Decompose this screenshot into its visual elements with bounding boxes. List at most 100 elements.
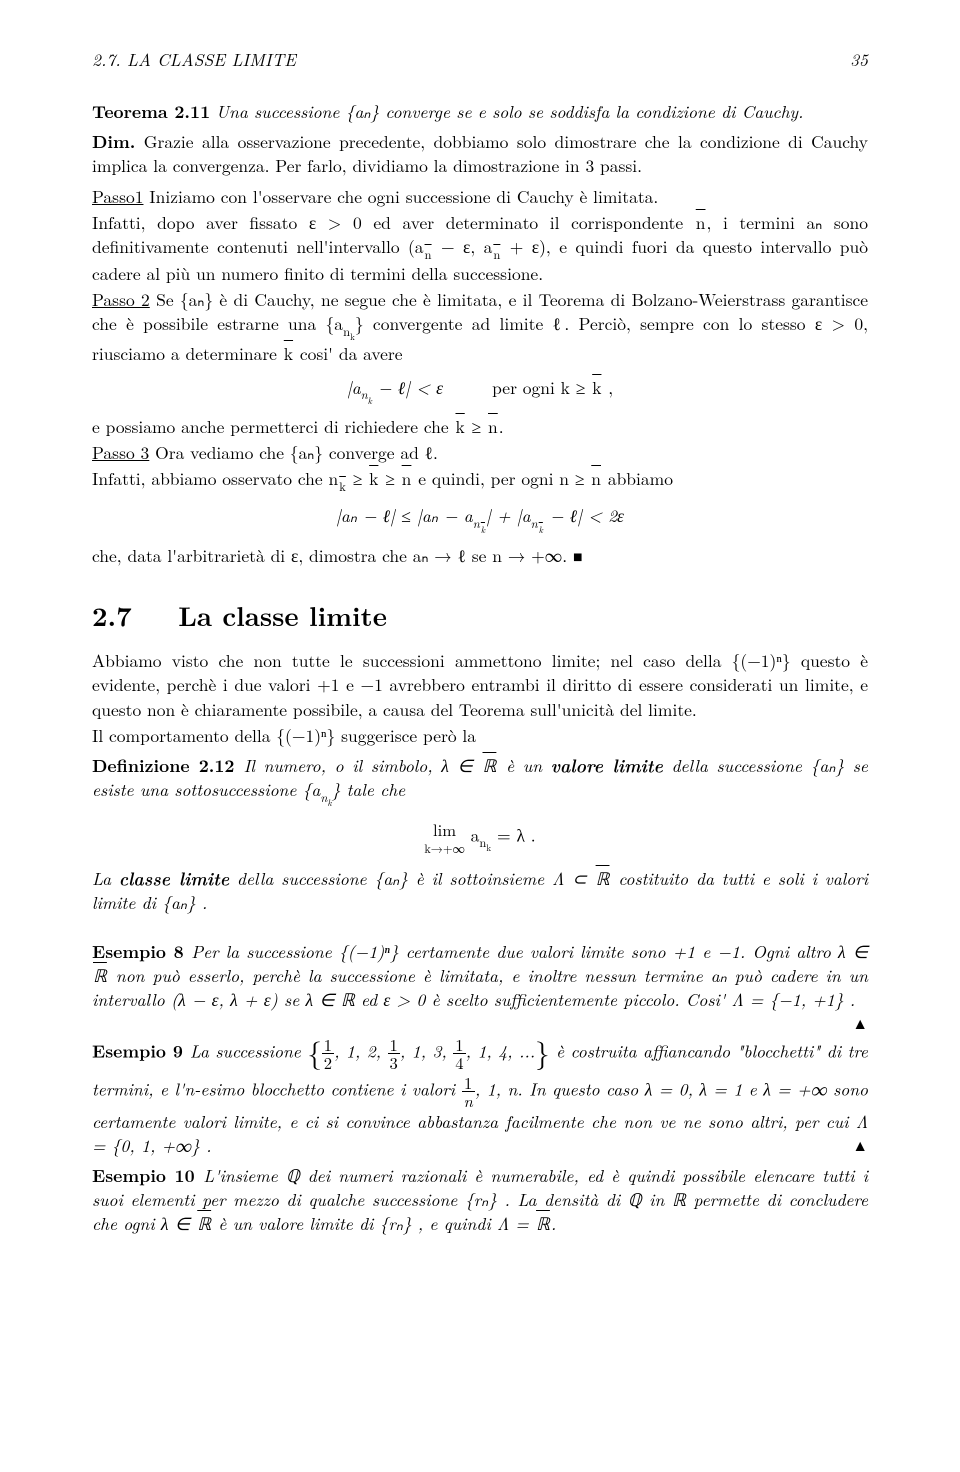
triangle-icon: ▲: [852, 1134, 868, 1156]
R: ℝ: [672, 1187, 686, 1212]
text: ≥: [466, 414, 487, 439]
text: , 1, 4, ...: [466, 1038, 536, 1063]
passo1-rest: Iniziamo con l'osservare che ogni succes…: [149, 184, 658, 209]
text: per ogni k ≥: [492, 375, 591, 400]
esempio8-label: Esempio 8: [92, 939, 191, 964]
display-eq-1: |ank − ℓ| < εper ogni k ≥ k ,: [92, 376, 868, 406]
text: k→+∞: [424, 840, 465, 857]
definition: Definizione 2.12 Il numero, o il simbolo…: [92, 754, 868, 808]
kbar: k: [283, 341, 294, 366]
esempio-8: Esempio 8 Per la successione {(−1)ⁿ} cer…: [92, 940, 868, 1012]
text: = λ .: [491, 822, 535, 847]
page-header: 2.7. LA CLASSE LIMITE 35: [92, 48, 868, 72]
Rbar: ℝ: [196, 1212, 212, 1236]
qed-icon: ■: [573, 544, 583, 567]
header-left: 2.7. LA CLASSE LIMITE: [92, 48, 296, 72]
text: della successione {aₙ} è il sottoinsieme…: [229, 866, 594, 891]
text: è un valore limite di {rₙ} , e quindi Λ …: [212, 1211, 535, 1236]
passo3-label: Passo 3: [92, 440, 149, 465]
text: , 1, 2,: [334, 1038, 387, 1063]
text: La successione: [190, 1038, 307, 1063]
theorem-label: Teorema 2.11: [92, 99, 210, 124]
nk-sub: nk: [320, 788, 331, 806]
kbar: k: [368, 466, 379, 491]
def2-strong: classe limite: [119, 866, 229, 891]
nk-sub: nk: [479, 833, 491, 851]
passo2: Passo 2 Se {aₙ} è di Cauchy, ne segue ch…: [92, 288, 868, 366]
section-p2: Il comportamento della {(−1)ⁿ} suggerisc…: [92, 724, 868, 748]
text: ≥: [347, 466, 368, 491]
text: e quindi, per ogni n ≥: [412, 466, 590, 491]
text: L'insieme: [203, 1163, 286, 1188]
nbar: n: [401, 466, 413, 491]
page-number: 35: [850, 48, 868, 72]
definition-2: La classe limite della successione {aₙ} …: [92, 867, 868, 915]
R: ℝ: [341, 987, 355, 1012]
text: , 1, 3,: [400, 1038, 453, 1063]
text: ,: [602, 375, 613, 400]
kbar: k: [591, 375, 602, 400]
proof-intro: Dim. Grazie alla osservazione precedente…: [92, 130, 868, 178]
display-eq-3: lim k→+∞ ank = λ .: [92, 818, 868, 858]
esempio-10: Esempio 10 L'insieme ℚ dei numeri razion…: [92, 1164, 868, 1236]
passo3: Passo 3 Ora vediamo che {aₙ} converge ad…: [92, 441, 868, 465]
Q: ℚ: [286, 1163, 300, 1188]
text: − ε, a: [433, 234, 493, 259]
section-heading: 2.7 La classe limite: [92, 596, 868, 633]
nbar-sub: n: [492, 245, 501, 263]
Rbar: ℝ: [535, 1212, 551, 1236]
text: } tale che: [332, 777, 406, 802]
spacer: [92, 922, 868, 940]
nkbar-sub: nk: [473, 514, 486, 532]
den: 3: [388, 1054, 400, 1071]
text: cosi' da avere: [294, 341, 403, 366]
text: .: [551, 1211, 556, 1236]
den: 2: [322, 1054, 334, 1071]
nbar-sub: n: [424, 245, 433, 263]
Rbar: ℝ: [92, 964, 108, 988]
text: ed ε > 0 è scelto sufficientemente picco…: [355, 987, 855, 1012]
esempio-9: Esempio 9 La successione {12, 1, 2, 13, …: [92, 1034, 868, 1158]
text: che, data l'arbitrarietà di ε, dimostra …: [92, 543, 573, 568]
nbar: n: [487, 414, 499, 439]
text: .: [499, 414, 504, 439]
theorem: Teorema 2.11 Una successione {aₙ} conver…: [92, 100, 868, 124]
text: |aₙ − ℓ| ≤ |aₙ − a: [336, 503, 473, 528]
dim-label: Dim.: [92, 129, 135, 154]
passo3-rest: Ora vediamo che {aₙ} converge ad ℓ.: [155, 440, 438, 465]
text: La: [92, 866, 119, 891]
text: è un: [497, 753, 550, 778]
passo1: Passo1 Iniziamo con l'osservare che ogni…: [92, 185, 868, 209]
text: Il numero, o il simbolo, λ ∈: [244, 753, 482, 778]
nk-sub: nk: [361, 385, 372, 403]
section-number: 2.7: [92, 595, 132, 634]
page: 2.7. LA CLASSE LIMITE 35 Teorema 2.11 Un…: [0, 0, 960, 1472]
display-eq-2: |aₙ − ℓ| ≤ |aₙ − ank| + |ank − ℓ| < 2ε: [92, 504, 868, 534]
kbar-sub: k: [338, 477, 347, 495]
proof-end: che, data l'arbitrarietà di ε, dimostra …: [92, 544, 868, 568]
text: e possiamo anche permetterci di richiede…: [92, 414, 454, 439]
dim-p1: Grazie alla osservazione precedente, dob…: [92, 129, 868, 178]
post-display-1: e possiamo anche permetterci di richiede…: [92, 415, 868, 439]
Rbar: ℝ: [595, 867, 611, 891]
passo1-label: Passo1: [92, 184, 143, 209]
passo3-detail: Infatti, abbiamo osservato che nk ≥ k ≥ …: [92, 467, 868, 494]
kbar: k: [454, 414, 465, 439]
passo2-label: Passo 2: [92, 287, 150, 312]
text: |a: [347, 375, 361, 400]
Rbar: ℝ: [482, 754, 498, 778]
text: in: [642, 1187, 672, 1212]
triangle-icon: ▲: [852, 1012, 868, 1034]
den: n: [462, 1092, 475, 1109]
nk-sub: nk: [343, 322, 355, 340]
nbar: n: [590, 466, 602, 491]
Q: ℚ: [628, 1187, 642, 1212]
text: | + |a: [486, 503, 531, 528]
text: − ℓ| < 2ε: [544, 503, 624, 528]
definition-label: Definizione 2.12: [92, 753, 244, 778]
text: Per la successione {(−1)ⁿ} certamente du…: [191, 939, 868, 964]
text: abbiamo: [602, 466, 673, 491]
passo1-detail: Infatti, dopo aver fissato ε > 0 ed aver…: [92, 211, 868, 286]
text: Infatti, dopo aver fissato ε > 0 ed aver…: [92, 210, 695, 235]
theorem-body: Una successione {aₙ} converge se e solo …: [216, 99, 803, 124]
